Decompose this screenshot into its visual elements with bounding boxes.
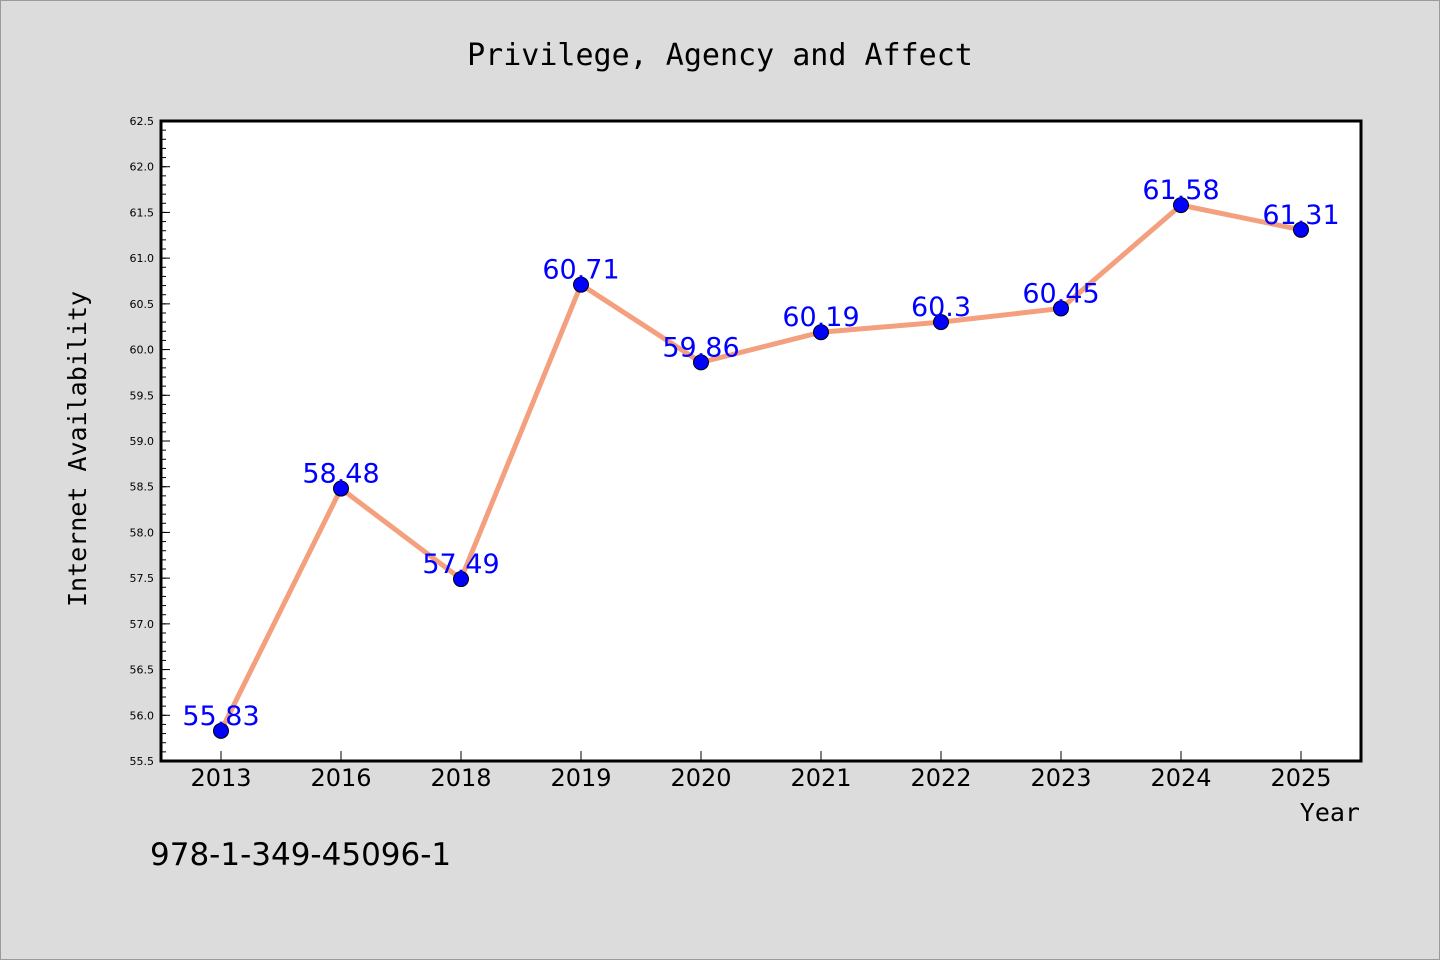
chart-title: Privilege, Agency and Affect [467, 38, 973, 73]
x-tick-label: 2019 [550, 764, 611, 792]
y-tick-label: 57.5 [130, 572, 155, 585]
data-label: 57.49 [422, 549, 499, 580]
plot-area [161, 121, 1361, 761]
y-tick-label: 62.5 [130, 115, 155, 128]
y-tick-label: 56.5 [130, 664, 155, 677]
x-tick-label: 2023 [1030, 764, 1091, 792]
x-tick-label: 2013 [190, 764, 251, 792]
series [213, 197, 1309, 739]
y-tick-label: 58.0 [130, 526, 155, 539]
data-point [933, 314, 949, 331]
y-tick-label: 55.5 [130, 755, 155, 768]
y-tick-label: 59.0 [130, 435, 155, 448]
data-point [1293, 221, 1309, 238]
x-tick-label: 2024 [1150, 764, 1211, 792]
isbn-text: 978-1-349-45096-1 [150, 837, 451, 873]
y-tick-label: 60.0 [130, 344, 155, 357]
data-label: 61.58 [1142, 175, 1219, 206]
data-point [1173, 197, 1189, 214]
data-point [1053, 300, 1069, 317]
data-label: 61.31 [1262, 200, 1339, 231]
x-axis: 2013 2016 2018 2019 2020 2021 2022 2023 2024 2025 [190, 751, 1332, 792]
x-tick-label: 2021 [790, 764, 851, 792]
y-tick-label: 60.5 [130, 298, 155, 311]
y-tick-label: 58.5 [130, 481, 155, 494]
data-point [333, 480, 349, 497]
data-labels: 55.83 58.48 57.49 60.71 59.86 60.19 60.3 60.45 6… [182, 175, 1339, 732]
x-tick-label: 2025 [1270, 764, 1331, 792]
data-point [813, 324, 829, 341]
y-axis-label: Internet Availability [63, 291, 92, 607]
data-point [573, 276, 589, 293]
data-point [693, 354, 709, 371]
y-tick-label: 61.5 [130, 206, 155, 219]
data-label: 59.86 [662, 332, 739, 363]
y-tick-label: 57.0 [130, 618, 155, 631]
plot-frame [159, 119, 1363, 763]
x-tick-label: 2020 [670, 764, 731, 792]
y-tick-label: 59.5 [130, 389, 155, 402]
data-label: 58.48 [302, 459, 379, 490]
y-tick-label: 62.0 [130, 161, 155, 174]
y-tick-label: 61.0 [130, 252, 155, 265]
data-label: 60.45 [1022, 278, 1099, 309]
data-label: 60.71 [542, 255, 619, 286]
y-tick-label: 56.0 [130, 709, 155, 722]
x-axis-label: Year [1300, 798, 1360, 827]
x-tick-label: 2022 [910, 764, 971, 792]
data-point [453, 571, 469, 588]
data-label: 55.83 [182, 701, 259, 732]
data-label: 60.19 [782, 302, 859, 333]
data-label: 60.3 [911, 292, 971, 323]
x-tick-label: 2018 [430, 764, 491, 792]
series-line [218, 202, 1304, 734]
y-axis: 55.5 56.0 56.5 57.0 57.5 58.0 58.5 59.0 59.5 60.0… [130, 115, 170, 768]
x-tick-label: 2016 [310, 764, 371, 792]
data-point [213, 722, 229, 739]
